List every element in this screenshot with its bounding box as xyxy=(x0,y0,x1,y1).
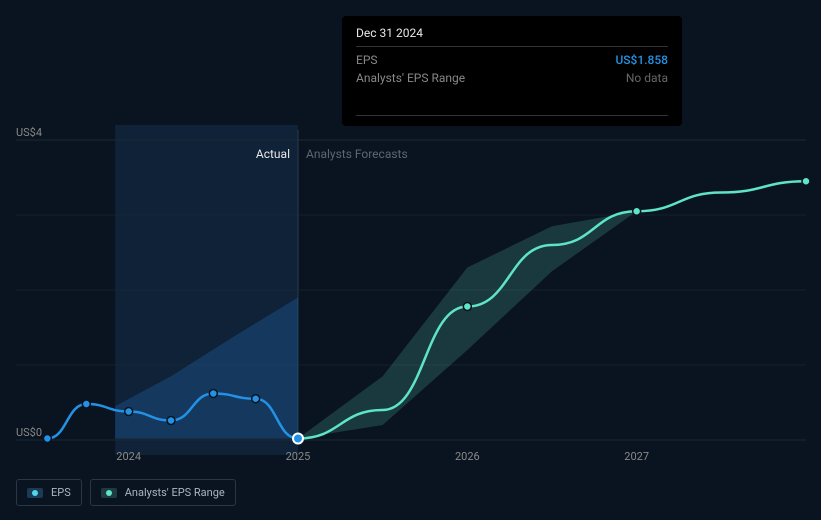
series-marker xyxy=(252,395,260,403)
legend-label: Analysts' EPS Range xyxy=(125,486,225,499)
chart-legend: EPS Analysts' EPS Range xyxy=(16,479,236,506)
legend-item[interactable]: EPS xyxy=(16,479,82,506)
tooltip-row: EPS US$1.858 xyxy=(356,51,668,69)
tooltip-label: EPS xyxy=(356,53,378,67)
series-marker xyxy=(463,303,471,311)
x-axis-label: 2025 xyxy=(286,450,311,463)
legend-item[interactable]: Analysts' EPS Range xyxy=(90,479,236,506)
x-axis-label: 2027 xyxy=(624,450,649,463)
tooltip-date: Dec 31 2024 xyxy=(356,26,668,47)
tooltip-row: Analysts' EPS Range No data xyxy=(356,69,668,87)
section-label: Actual xyxy=(256,147,290,161)
series-marker xyxy=(43,435,51,443)
tooltip-label: Analysts' EPS Range xyxy=(356,71,465,85)
eps-chart[interactable]: US$0 US$4 Actual Analysts Forecasts 2024 2025… xyxy=(16,125,806,465)
y-axis-label: US$0 xyxy=(16,426,42,439)
legend-swatch xyxy=(101,488,117,498)
hover-marker xyxy=(293,434,303,444)
section-label: Analysts Forecasts xyxy=(306,147,408,161)
range-band xyxy=(298,211,637,438)
x-axis-label: 2026 xyxy=(455,450,480,463)
legend-label: EPS xyxy=(51,486,71,499)
series-marker xyxy=(167,417,175,425)
series-marker xyxy=(802,177,810,185)
y-axis-label: US$4 xyxy=(16,126,42,139)
x-axis-label: 2024 xyxy=(116,450,141,463)
series-marker xyxy=(633,207,641,215)
legend-swatch xyxy=(27,488,43,498)
series-marker xyxy=(82,400,90,408)
tooltip-value: No data xyxy=(626,71,668,85)
series-marker xyxy=(209,390,217,398)
tooltip-value: US$1.858 xyxy=(615,53,668,67)
series-marker xyxy=(125,408,133,416)
chart-tooltip: Dec 31 2024 EPS US$1.858 Analysts' EPS R… xyxy=(342,16,682,126)
